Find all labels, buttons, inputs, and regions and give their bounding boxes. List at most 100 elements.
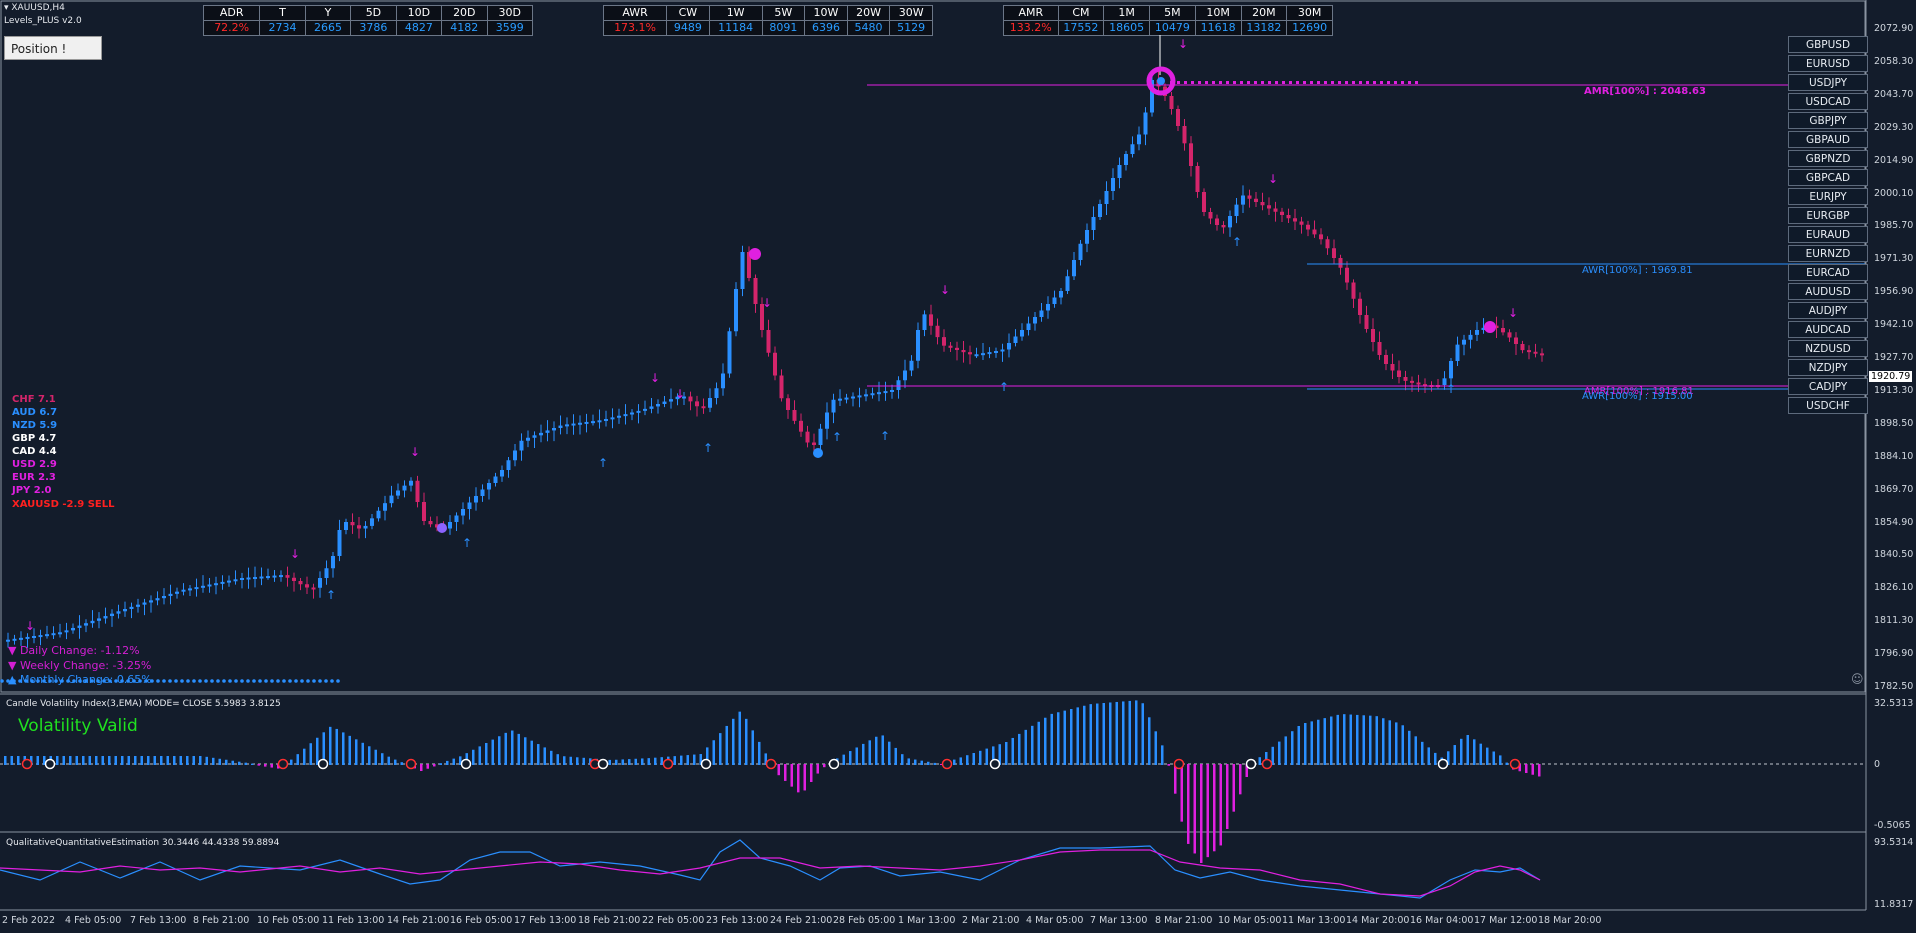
candle: [1176, 109, 1180, 126]
time-tick: 28 Feb 05:00: [833, 915, 896, 926]
price-tick: 1854.90: [1874, 516, 1914, 528]
strength-row-chf: CHF 7.1: [12, 394, 56, 405]
cvi-bar: [1401, 725, 1404, 765]
monthly-header: 10M: [1194, 5, 1242, 21]
cvi-bar: [1473, 739, 1476, 765]
arrow-up-icon: ↑: [462, 536, 472, 550]
amr-dot: [1380, 81, 1383, 84]
candle: [318, 578, 322, 588]
cvi-bar: [1057, 712, 1060, 765]
pair-button-euraud[interactable]: EURAUD: [1788, 226, 1868, 243]
candle: [552, 428, 556, 431]
awr-dot: [336, 679, 340, 683]
price-tick: 2058.30: [1874, 55, 1914, 67]
candle: [825, 412, 829, 429]
time-tick: 11 Feb 13:00: [322, 915, 385, 926]
cvi-bar: [1070, 709, 1073, 765]
pair-button-gbpaud[interactable]: GBPAUD: [1788, 131, 1868, 148]
awr-dot: [6, 679, 10, 683]
awr-dot: [180, 679, 184, 683]
pair-button-eurgbp[interactable]: EURGBP: [1788, 207, 1868, 224]
qqe-axis-bottom: 11.8317: [1874, 899, 1914, 910]
cvi-bar: [1148, 717, 1151, 765]
cvi-bar: [1076, 707, 1079, 765]
pair-button-audcad[interactable]: AUDCAD: [1788, 321, 1868, 338]
pair-button-eurusd[interactable]: EURUSD: [1788, 55, 1868, 72]
candle: [181, 589, 186, 592]
cvi-bar: [205, 756, 208, 765]
candle: [1371, 329, 1375, 342]
price-tick: 1782.50: [1874, 681, 1914, 692]
pair-button-audusd[interactable]: AUDUSD: [1788, 283, 1868, 300]
monthly-value: 18605: [1103, 20, 1151, 36]
awr-dot: [90, 679, 94, 683]
candle: [532, 435, 537, 438]
pair-button-eurnzd[interactable]: EURNZD: [1788, 245, 1868, 262]
cvi-bar: [1531, 764, 1534, 775]
candle: [1494, 325, 1499, 328]
pair-button-usdcad[interactable]: USDCAD: [1788, 93, 1868, 110]
candle: [266, 576, 270, 579]
cvi-bar: [842, 754, 845, 765]
pair-button-usdchf[interactable]: USDCHF: [1788, 397, 1868, 414]
cvi-bar: [907, 758, 910, 765]
candle: [857, 395, 862, 398]
cvi-bar: [153, 756, 156, 765]
candle: [38, 635, 43, 638]
cvi-bar: [4, 756, 7, 765]
candle: [1046, 304, 1050, 311]
weekly-header: 10W: [804, 5, 848, 21]
cvi-bar: [901, 754, 904, 765]
cvi-bar: [621, 759, 624, 765]
cvi-bar: [1538, 764, 1541, 777]
time-tick: 2 Mar 21:00: [962, 915, 1020, 926]
pair-button-nzdusd[interactable]: NZDUSD: [1788, 340, 1868, 357]
candle: [461, 509, 465, 516]
cvi-bar: [101, 756, 104, 765]
candle: [1234, 204, 1239, 216]
cvi-bar: [1310, 721, 1313, 765]
pair-button-gbpcad[interactable]: GBPCAD: [1788, 169, 1868, 186]
candle: [740, 252, 745, 289]
candle: [58, 632, 62, 635]
candle: [584, 421, 589, 424]
candle: [84, 623, 88, 626]
candle: [578, 422, 582, 425]
daily-header: ADR: [202, 5, 261, 21]
cvi-bar: [277, 764, 280, 769]
cvi-bar: [641, 758, 644, 765]
cvi-bar: [1453, 745, 1456, 765]
cvi-bar: [147, 756, 150, 765]
cvi-bar: [1479, 743, 1482, 765]
cvi-bar: [1115, 701, 1118, 765]
candle: [1143, 112, 1148, 135]
pair-button-nzdjpy[interactable]: NZDJPY: [1788, 359, 1868, 376]
candle: [214, 583, 218, 586]
weekly-header: 5W: [761, 5, 806, 21]
cvi-bar: [1427, 747, 1430, 765]
cvi-bar: [335, 728, 338, 765]
arrow-up-icon: ↑: [880, 429, 890, 443]
awr-dot: [36, 679, 40, 683]
pair-button-eurjpy[interactable]: EURJPY: [1788, 188, 1868, 205]
pair-button-gbpnzd[interactable]: GBPNZD: [1788, 150, 1868, 167]
cvi-bar: [309, 743, 312, 765]
position-button[interactable]: Position !: [4, 36, 102, 60]
arrow-up-icon: ↑: [326, 588, 336, 602]
cvi-bar: [1258, 757, 1261, 765]
candle: [344, 522, 348, 530]
pair-button-gbpjpy[interactable]: GBPJPY: [1788, 112, 1868, 129]
pair-button-audjpy[interactable]: AUDJPY: [1788, 302, 1868, 319]
weekly-value: 5129: [889, 20, 933, 36]
pair-button-eurcad[interactable]: EURCAD: [1788, 264, 1868, 281]
cvi-bar: [82, 756, 85, 765]
pair-button-cadjpy[interactable]: CADJPY: [1788, 378, 1868, 395]
pair-button-usdjpy[interactable]: USDJPY: [1788, 74, 1868, 91]
awr-dot: [96, 679, 100, 683]
pair-button-gbpusd[interactable]: GBPUSD: [1788, 36, 1868, 53]
amr-dot: [1254, 81, 1257, 84]
arrow-up-icon: ↑: [1446, 382, 1456, 396]
cvi-bar: [979, 750, 982, 765]
cvi-bar: [231, 760, 234, 765]
